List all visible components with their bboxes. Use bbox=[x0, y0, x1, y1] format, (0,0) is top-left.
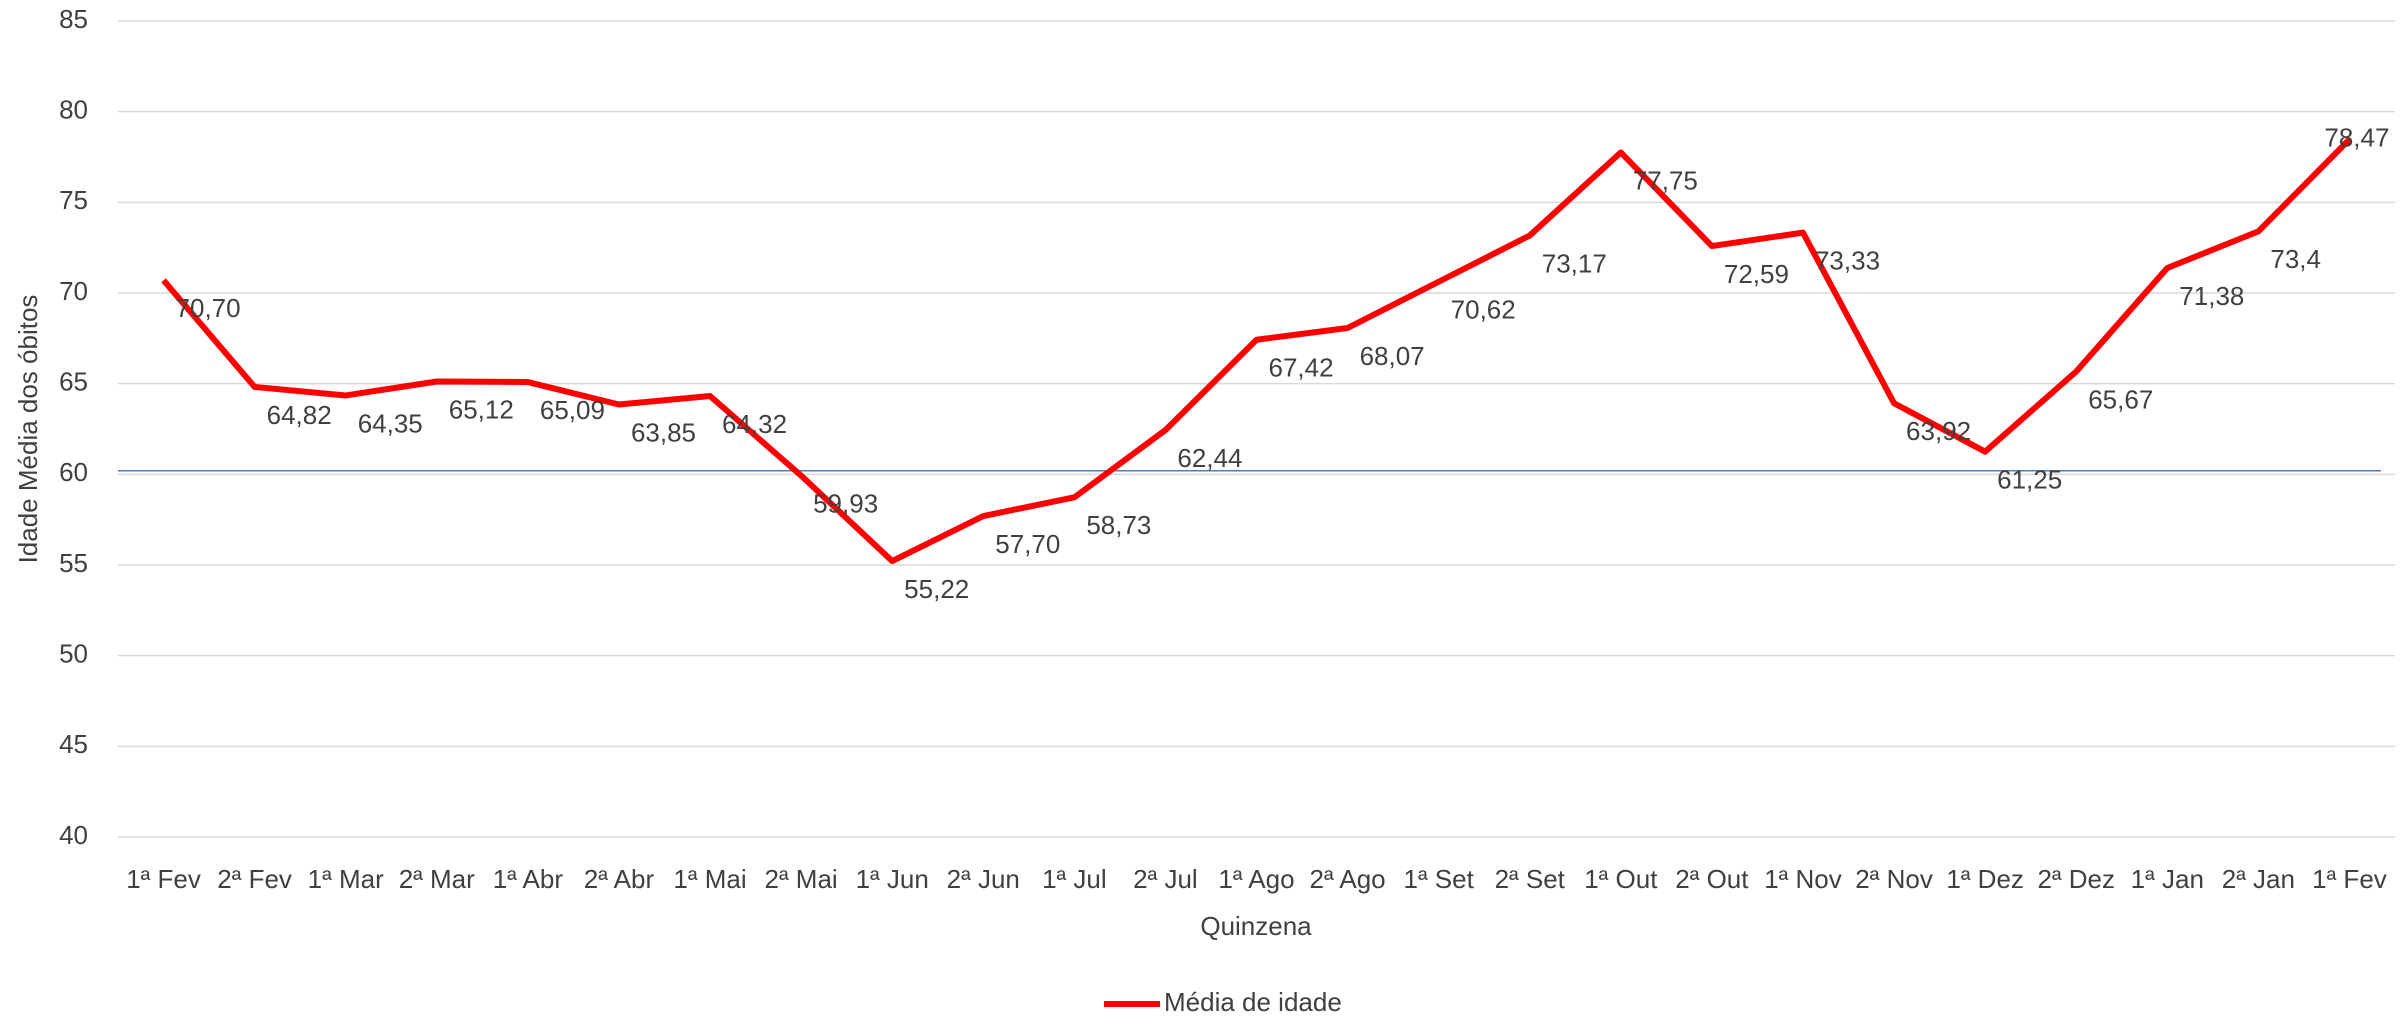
data-label: 62,44 bbox=[1177, 443, 1242, 473]
data-label: 55,22 bbox=[904, 574, 969, 604]
x-tick-label: 1ª Abr bbox=[493, 864, 564, 894]
data-label: 58,73 bbox=[1086, 510, 1151, 540]
x-tick-label: 1ª Fev bbox=[2312, 864, 2387, 894]
data-label: 72,59 bbox=[1724, 259, 1789, 289]
y-tick-label: 65 bbox=[59, 367, 88, 397]
data-label: 64,32 bbox=[722, 409, 787, 439]
data-label: 65,09 bbox=[540, 395, 605, 425]
x-tick-label: 1ª Jul bbox=[1042, 864, 1107, 894]
x-axis-label: Quinzena bbox=[1200, 911, 1312, 941]
x-tick-label: 2ª Out bbox=[1675, 864, 1749, 894]
data-label: 57,70 bbox=[995, 529, 1060, 559]
data-label: 61,25 bbox=[1997, 465, 2062, 495]
x-tick-label: 2ª Jan bbox=[2222, 864, 2295, 894]
x-tick-label: 2ª Mai bbox=[764, 864, 837, 894]
y-tick-label: 55 bbox=[59, 548, 88, 578]
x-tick-label: 1ª Mar bbox=[308, 864, 384, 894]
data-label: 64,82 bbox=[267, 400, 332, 430]
x-tick-label: 1ª Out bbox=[1584, 864, 1658, 894]
x-tick-label: 1ª Set bbox=[1403, 864, 1474, 894]
data-label: 63,85 bbox=[631, 417, 696, 447]
y-tick-label: 70 bbox=[59, 276, 88, 306]
y-tick-label: 45 bbox=[59, 729, 88, 759]
data-label: 64,35 bbox=[358, 408, 423, 438]
y-tick-label: 50 bbox=[59, 639, 88, 669]
x-tick-label: 2ª Jun bbox=[947, 864, 1020, 894]
x-tick-label: 1ª Jan bbox=[2131, 864, 2204, 894]
y-tick-label: 85 bbox=[59, 4, 88, 34]
x-tick-label: 2ª Jul bbox=[1133, 864, 1198, 894]
data-label: 73,17 bbox=[1542, 248, 1607, 278]
x-tick-label: 2ª Ago bbox=[1310, 864, 1386, 894]
data-label: 63,92 bbox=[1906, 416, 1971, 446]
y-tick-label: 60 bbox=[59, 457, 88, 487]
x-tick-label: 1ª Ago bbox=[1218, 864, 1294, 894]
x-tick-label: 2ª Dez bbox=[2037, 864, 2115, 894]
legend-label: Média de idade bbox=[1164, 987, 1342, 1017]
line-series bbox=[161, 137, 2352, 565]
data-label: 70,70 bbox=[176, 293, 241, 323]
x-tick-label: 2ª Abr bbox=[584, 864, 655, 894]
x-tick-label: 1ª Mai bbox=[673, 864, 746, 894]
x-tick-label: 1ª Nov bbox=[1764, 864, 1842, 894]
x-tick-label: 2ª Mar bbox=[399, 864, 475, 894]
data-label: 67,42 bbox=[1269, 353, 1334, 383]
data-label: 78,47 bbox=[2324, 122, 2389, 152]
y-axis-label: Idade Média dos óbitos bbox=[13, 295, 43, 564]
x-tick-label: 1ª Dez bbox=[1946, 864, 2024, 894]
data-label: 71,38 bbox=[2179, 281, 2244, 311]
data-label: 73,33 bbox=[1815, 245, 1880, 275]
x-tick-label: 2ª Nov bbox=[1855, 864, 1933, 894]
x-tick-label: 1ª Fev bbox=[126, 864, 201, 894]
x-tick-label: 2ª Fev bbox=[217, 864, 292, 894]
data-label: 70,62 bbox=[1451, 295, 1516, 325]
data-label: 65,67 bbox=[2088, 384, 2153, 414]
data-label: 68,07 bbox=[1360, 341, 1425, 371]
x-tick-label: 1ª Jun bbox=[856, 864, 929, 894]
y-tick-label: 80 bbox=[59, 95, 88, 125]
data-label: 59,93 bbox=[813, 488, 878, 518]
data-label: 77,75 bbox=[1633, 165, 1698, 195]
data-label: 65,12 bbox=[449, 394, 514, 424]
x-tick-label: 2ª Set bbox=[1495, 864, 1566, 894]
y-tick-label: 75 bbox=[59, 185, 88, 215]
y-tick-label: 40 bbox=[59, 820, 88, 850]
data-label: 73,4 bbox=[2270, 244, 2321, 274]
